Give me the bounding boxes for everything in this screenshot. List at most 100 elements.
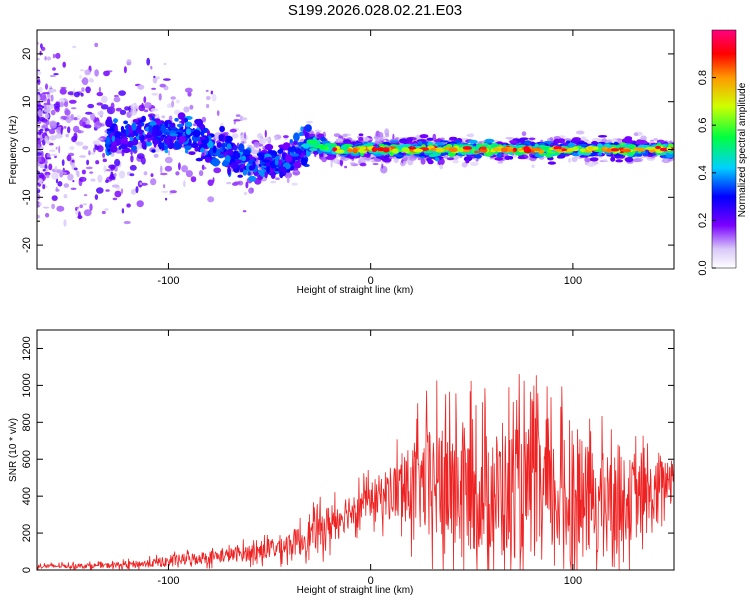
spectrogram-cell <box>151 116 155 121</box>
spectrogram-cell <box>452 159 459 164</box>
spectrogram-cell <box>54 165 58 172</box>
spectrogram-cell <box>163 62 167 66</box>
spectrogram-cell <box>300 157 308 166</box>
spectrogram-cell <box>349 162 356 165</box>
spectrogram-cell <box>242 210 247 213</box>
spectrogram-cell <box>118 90 126 96</box>
spectrogram-cell <box>211 158 220 167</box>
spectrogram-cell <box>39 128 44 132</box>
spectrogram-cell <box>207 140 214 149</box>
spectrogram-cell <box>207 179 214 186</box>
spectrogram-cell <box>44 113 50 119</box>
spectrogram-cell <box>37 116 40 122</box>
spectrogram-cell <box>235 114 241 117</box>
spectrogram-cell <box>239 168 244 173</box>
spectrogram-cell <box>206 130 211 136</box>
spectrogram-cell <box>227 166 231 176</box>
spectrogram-cell <box>634 157 643 163</box>
spectrogram-cell <box>113 96 121 103</box>
spectrogram-cell <box>131 122 137 131</box>
spectrogram-cell <box>73 91 80 98</box>
spectrogram-cell <box>49 75 56 77</box>
x-tick-label: 100 <box>564 575 582 587</box>
spectrogram-cell <box>60 86 67 90</box>
spectrogram-cell <box>37 88 40 92</box>
spectrogram-cell <box>484 138 495 143</box>
spectrogram-cell <box>512 147 518 152</box>
spectrogram-cell <box>597 152 602 156</box>
spectrogram-cell <box>274 168 280 172</box>
spectrogram-cell <box>115 107 122 112</box>
spectrogram-cell <box>628 145 635 149</box>
spectrogram-cell <box>81 169 86 175</box>
spectrogram-cell <box>593 146 599 150</box>
spectrogram-cell <box>121 208 125 214</box>
spectrogram-cell <box>135 186 139 194</box>
spectrogram-cell <box>60 115 68 120</box>
spectrogram-cell <box>330 160 333 168</box>
spectrogram-cell <box>94 69 99 77</box>
spectrogram-cell <box>385 132 390 138</box>
spectrogram-cell <box>123 66 127 74</box>
spectrogram-cell <box>37 214 41 219</box>
spectrogram-x-axis-label: Height of straight line (km) <box>297 285 414 296</box>
spectrogram-cell <box>190 142 199 148</box>
spectrogram-cell <box>212 177 215 183</box>
spectrogram-cell <box>82 203 87 206</box>
spectrogram-cell <box>79 69 85 72</box>
spectrogram-cell <box>96 92 104 97</box>
spectrogram-cell <box>247 144 250 148</box>
spectrogram-cell <box>130 155 134 163</box>
spectrogram-cell <box>79 74 82 79</box>
spectrogram-cell <box>636 139 645 145</box>
spectrogram-cell <box>622 148 632 153</box>
spectrogram-cell <box>69 146 75 151</box>
y-tick-label: 1000 <box>21 373 33 397</box>
spectrogram-cell <box>37 182 40 186</box>
spectrogram-cell <box>52 67 56 71</box>
spectrogram-cell <box>187 91 192 97</box>
spectrogram-cell <box>266 165 270 174</box>
spectrogram-cell <box>224 155 231 162</box>
spectrogram-cell <box>293 132 300 142</box>
spectrogram-cell <box>278 159 283 166</box>
spectrogram-cell <box>407 146 417 150</box>
spectrogram-cell <box>474 154 482 159</box>
y-tick-label: 10 <box>21 96 33 108</box>
spectrogram-cell <box>188 151 196 156</box>
spectrogram-cell <box>51 203 55 210</box>
spectrogram-cell <box>532 147 542 152</box>
spectrogram-cell <box>85 111 93 115</box>
spectrogram-cell <box>44 135 48 143</box>
spectrogram-cell <box>71 159 75 163</box>
spectrogram-cell <box>198 143 208 149</box>
spectrogram-cell <box>137 84 145 90</box>
spectrogram-cell <box>205 89 209 92</box>
spectrogram-cell <box>111 135 116 142</box>
spectrogram-cell <box>94 194 99 201</box>
spectrogram-cell <box>382 147 390 151</box>
spectrogram-cell <box>291 153 300 157</box>
spectrogram-cell <box>48 163 53 171</box>
spectrogram-cell <box>340 138 343 142</box>
spectrogram-cell <box>163 184 166 189</box>
spectrogram-cell <box>37 137 41 141</box>
y-tick-label: -10 <box>21 189 33 205</box>
spectrogram-cell <box>48 103 55 109</box>
colorbar-tick-label: 0.8 <box>697 70 709 85</box>
spectrogram-cell <box>578 143 588 147</box>
spectrogram-cell <box>143 109 149 113</box>
spectrogram-cell <box>63 183 70 188</box>
spectrogram-cell <box>293 140 298 146</box>
spectrogram-cell <box>618 147 624 150</box>
spectrogram-cell <box>325 155 336 160</box>
spectrogram-cell <box>81 77 89 86</box>
spectrogram-cell <box>666 146 672 152</box>
spectrogram-cell <box>72 180 75 183</box>
spectrogram-cell <box>440 140 449 143</box>
spectrogram-cell <box>83 194 88 197</box>
spectrogram-cell <box>42 206 50 209</box>
spectrogram-cell <box>211 93 217 102</box>
spectrogram-cell <box>237 174 243 178</box>
spectrogram-cell <box>640 135 647 141</box>
